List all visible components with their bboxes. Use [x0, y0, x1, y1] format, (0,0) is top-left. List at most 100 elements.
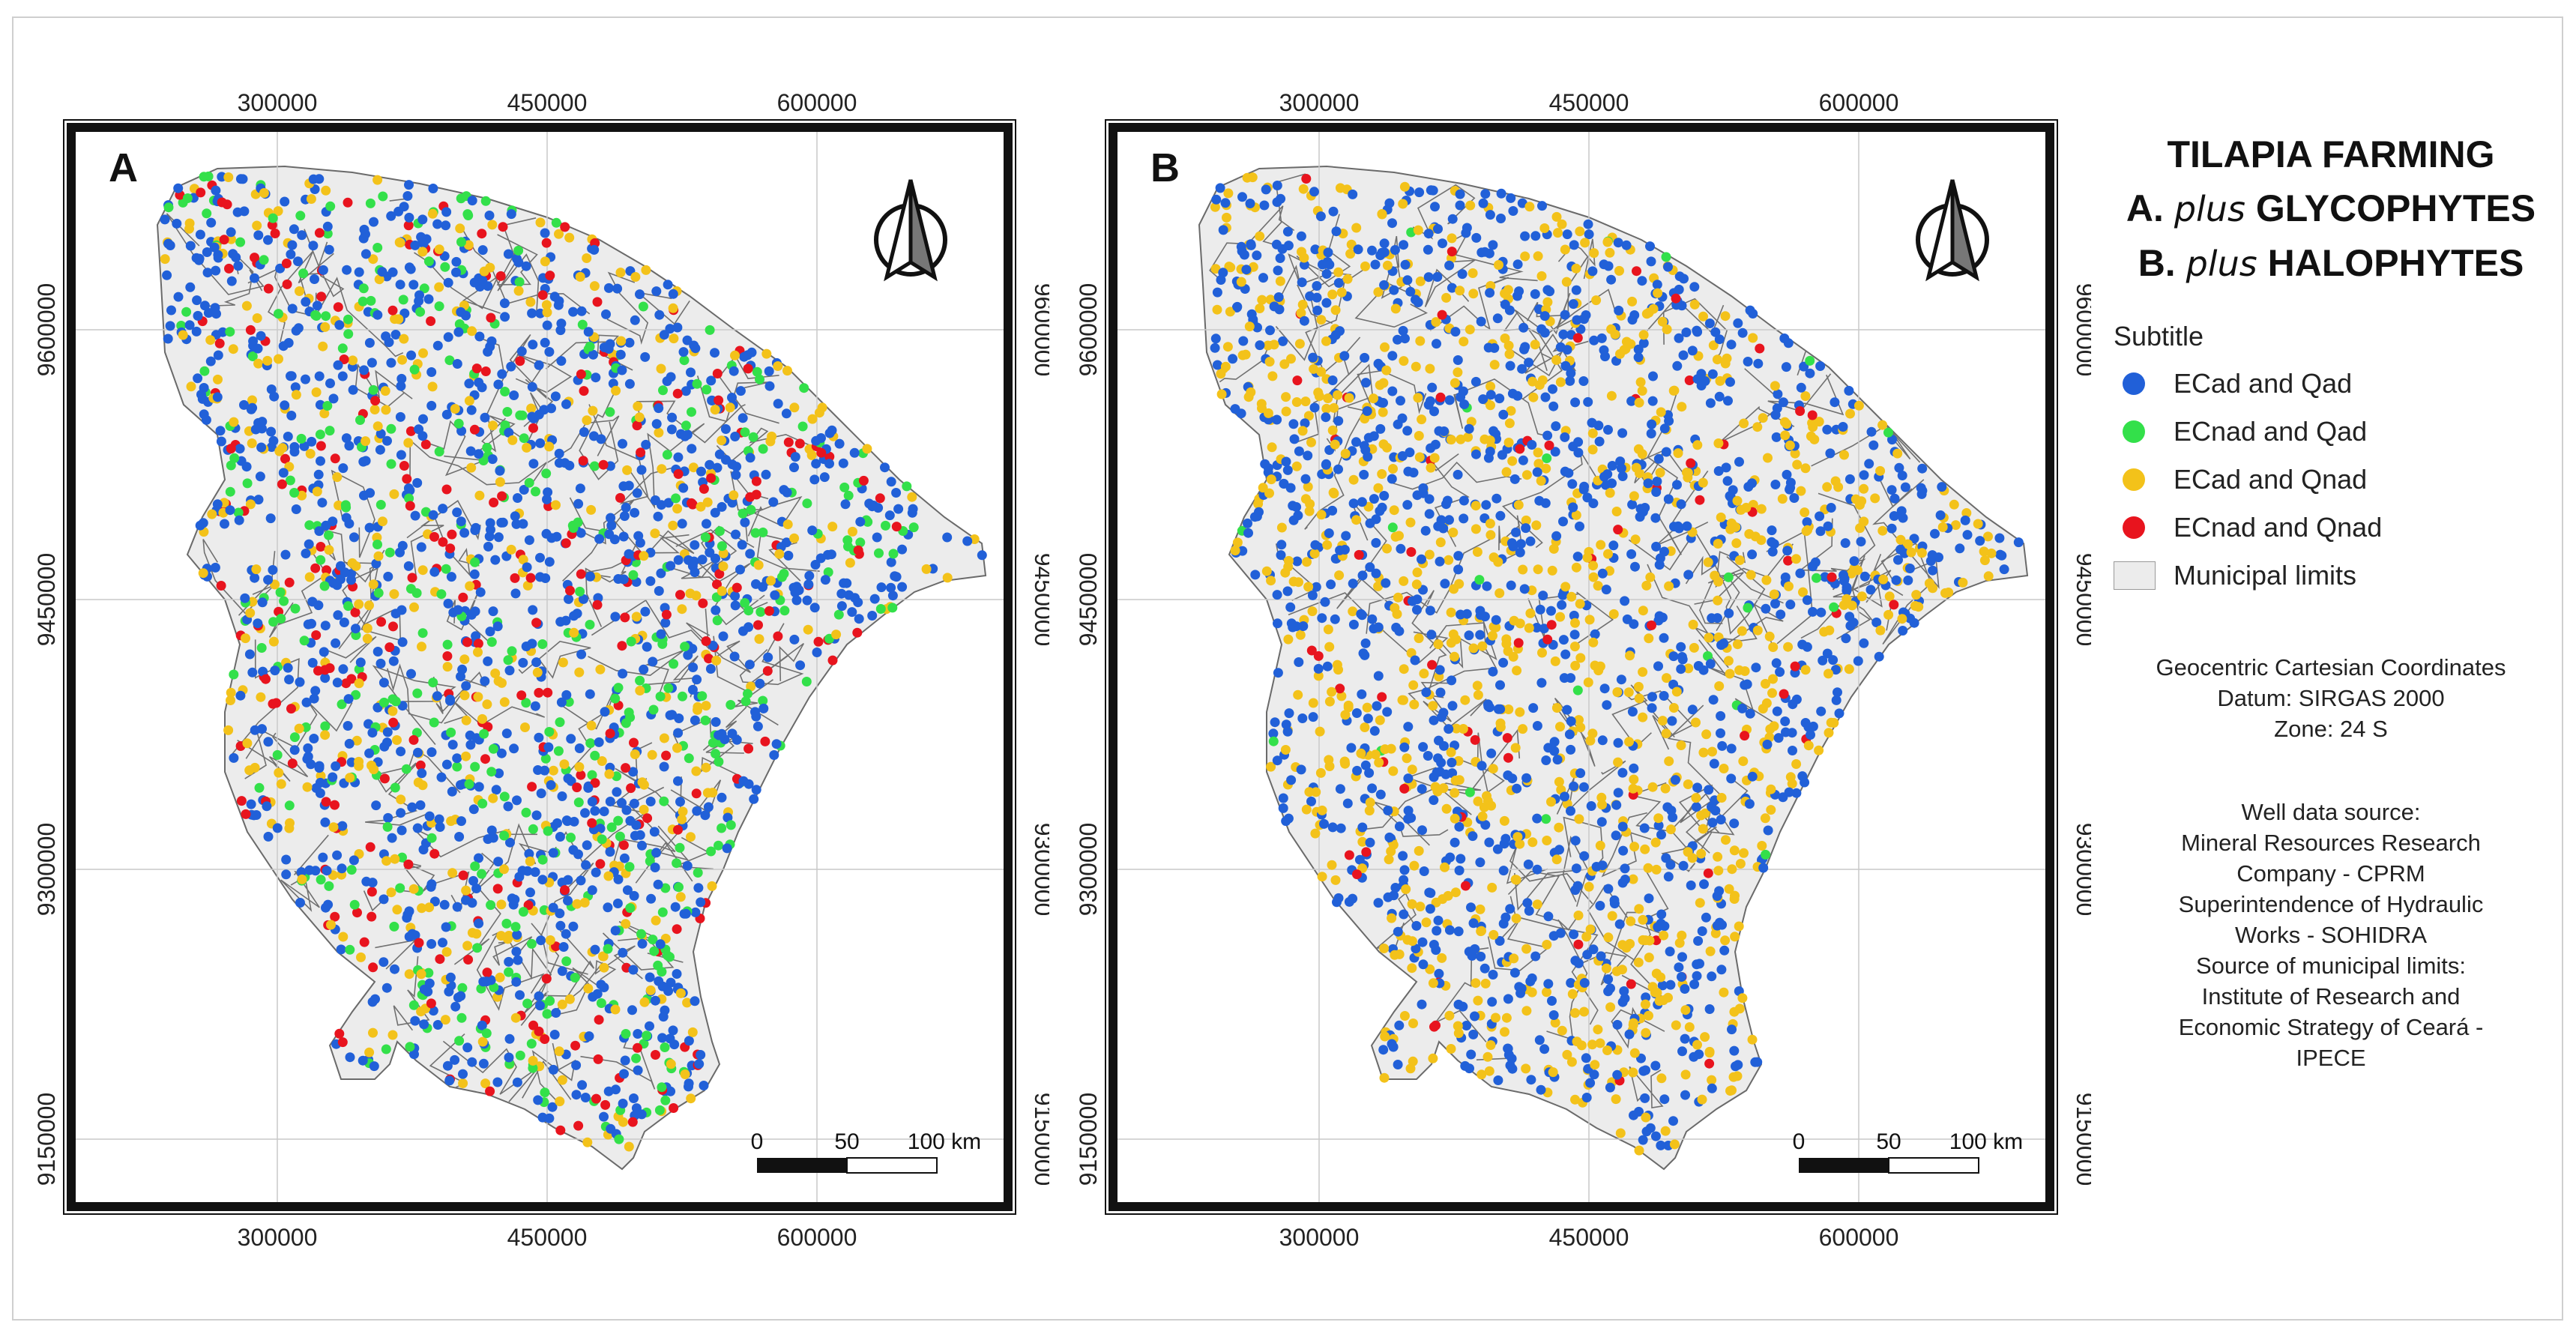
well-point: [783, 550, 794, 561]
well-point: [1444, 724, 1454, 734]
well-point: [629, 737, 639, 748]
map-title: TILAPIA FARMING A. plus GLYCOPHYTES B. p…: [2099, 127, 2563, 291]
well-point: [592, 297, 603, 307]
well-point: [690, 343, 701, 354]
well-point: [1700, 1032, 1710, 1042]
well-point: [463, 955, 474, 965]
well-point: [1686, 458, 1696, 468]
well-point: [1647, 782, 1658, 792]
well-point: [590, 944, 600, 955]
well-point: [290, 603, 301, 614]
well-point: [1663, 872, 1674, 882]
well-point: [1273, 292, 1284, 302]
well-point: [843, 490, 854, 501]
well-point: [537, 290, 548, 301]
well-point: [1357, 570, 1368, 581]
well-point: [423, 968, 434, 978]
well-point: [849, 447, 860, 458]
well-point: [434, 301, 444, 312]
well-point: [1780, 572, 1791, 582]
legend-item-municipal-limits: Municipal limits: [2114, 552, 2563, 600]
well-point: [581, 860, 591, 870]
well-point: [1767, 525, 1777, 536]
well-point: [591, 867, 601, 878]
well-point: [1566, 1057, 1577, 1067]
legend-swatch-ecad-qnad: [2123, 468, 2145, 491]
municipal-limit-line: [1508, 333, 1577, 377]
well-point: [1501, 1012, 1512, 1023]
well-point: [521, 807, 531, 818]
well-point: [1687, 704, 1698, 715]
well-point: [1524, 357, 1534, 368]
projection-line-3: Zone: 24 S: [2274, 716, 2388, 742]
well-point: [1627, 707, 1638, 717]
well-point: [789, 462, 799, 473]
well-point: [368, 384, 378, 395]
well-point: [1283, 241, 1294, 251]
well-point: [634, 412, 645, 423]
well-point: [555, 1125, 566, 1135]
well-point: [1570, 836, 1581, 846]
well-point: [1657, 316, 1668, 327]
well-point: [228, 344, 238, 354]
well-point: [712, 579, 722, 590]
legend-swatch-ecnad-qad: [2123, 420, 2145, 443]
well-point: [566, 833, 576, 843]
well-point: [1659, 546, 1669, 557]
well-point: [242, 478, 253, 489]
well-point: [1216, 389, 1227, 399]
well-point: [407, 573, 417, 583]
well-point: [492, 621, 503, 632]
well-point: [1566, 368, 1576, 378]
well-point: [1426, 888, 1436, 899]
well-point: [630, 315, 640, 325]
well-point: [1460, 695, 1471, 705]
well-point: [1602, 237, 1613, 247]
well-point: [522, 442, 532, 453]
well-point: [1815, 526, 1826, 537]
well-point: [668, 1025, 678, 1036]
municipal-limit-line: [1275, 253, 1351, 361]
well-point: [443, 598, 453, 609]
well-point: [1324, 755, 1334, 765]
well-point: [615, 349, 626, 360]
well-point: [603, 344, 614, 354]
well-point: [213, 250, 223, 260]
well-point: [530, 701, 540, 711]
well-point: [1704, 1004, 1715, 1014]
well-point: [525, 887, 535, 898]
well-point: [718, 631, 729, 642]
well-point: [1691, 717, 1701, 728]
well-point: [1447, 701, 1458, 711]
well-point: [839, 578, 849, 588]
well-point: [1692, 440, 1703, 450]
well-point: [295, 898, 305, 908]
well-point: [1243, 518, 1252, 528]
well-point: [1512, 390, 1523, 401]
well-point: [838, 458, 848, 468]
well-point: [1288, 419, 1299, 429]
well-point: [1886, 523, 1897, 534]
well-point: [486, 525, 495, 535]
well-point: [413, 747, 423, 758]
well-point: [419, 283, 429, 294]
well-point: [653, 511, 663, 522]
well-point: [1772, 706, 1782, 716]
well-point: [746, 681, 756, 692]
well-point: [1342, 274, 1353, 284]
well-point: [1566, 716, 1576, 726]
well-point: [573, 498, 584, 509]
well-point: [1405, 447, 1415, 458]
well-point: [1895, 510, 1906, 520]
well-point: [297, 874, 307, 884]
well-point: [1297, 713, 1308, 723]
well-point: [779, 606, 790, 616]
well-point: [256, 643, 267, 653]
well-point: [1327, 425, 1338, 435]
well-point: [406, 668, 416, 679]
well-point: [1795, 406, 1806, 416]
well-point: [579, 427, 589, 437]
well-point: [1761, 678, 1770, 689]
well-point: [349, 532, 359, 543]
well-point: [1377, 247, 1387, 258]
